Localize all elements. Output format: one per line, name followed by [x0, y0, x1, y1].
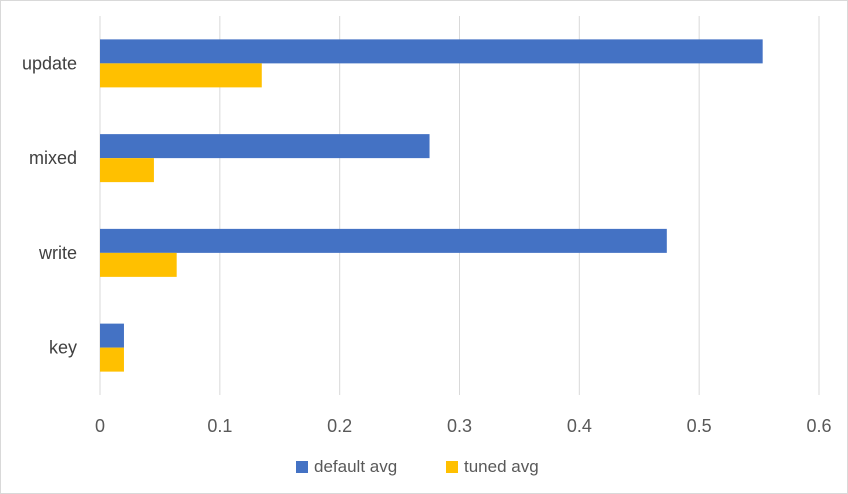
legend-swatch [296, 461, 308, 473]
category-label: key [49, 338, 77, 358]
x-tick-label: 0.1 [207, 416, 232, 436]
category-label: mixed [29, 148, 77, 168]
legend: default avg tuned avg [296, 457, 539, 476]
bar-key-default-avg [100, 323, 124, 348]
bar-mixed-tuned-avg [100, 158, 154, 183]
legend-label: default avg [314, 457, 397, 476]
category-label: write [38, 243, 77, 263]
x-tick-label: 0.2 [327, 416, 352, 436]
bars [100, 39, 763, 372]
bar-mixed-default-avg [100, 134, 430, 159]
category-label: update [22, 53, 77, 73]
bar-update-default-avg [100, 39, 763, 64]
bar-write-default-avg [100, 228, 667, 253]
bar-update-tuned-avg [100, 63, 262, 88]
bar-key-tuned-avg [100, 347, 124, 372]
x-tick-label: 0.4 [567, 416, 592, 436]
x-tick-label: 0.5 [687, 416, 712, 436]
x-tick-label: 0.3 [447, 416, 472, 436]
x-axis-ticks: 0 0.1 0.2 0.3 0.4 0.5 0.6 [95, 416, 832, 436]
x-tick-label: 0 [95, 416, 105, 436]
bar-write-tuned-avg [100, 252, 177, 277]
legend-swatch [446, 461, 458, 473]
x-tick-label: 0.6 [806, 416, 831, 436]
legend-label: tuned avg [464, 457, 539, 476]
y-axis-categories: update mixed write key [22, 53, 77, 357]
